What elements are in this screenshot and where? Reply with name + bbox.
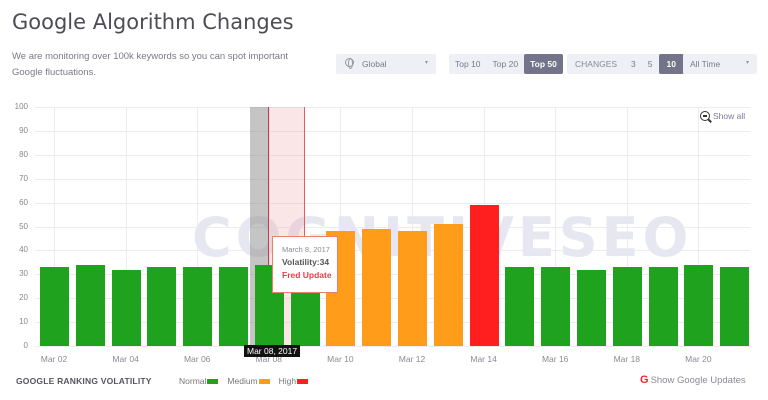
y-tick-label: 80 (19, 149, 28, 159)
region-select[interactable]: Global ▾ (336, 54, 436, 74)
chart-tooltip: March 8, 2017 Volatility:34 Fred Update (272, 236, 338, 293)
y-tick-label: 70 (19, 173, 28, 183)
x-tick-label: Mar 16 (541, 354, 569, 364)
show-google-updates-label: Show Google Updates (650, 374, 746, 386)
top-20-option[interactable]: Top 20 (492, 59, 519, 69)
v-gridline (555, 107, 557, 346)
volatility-bar[interactable] (219, 267, 248, 346)
changes-10-option[interactable]: 10 (658, 54, 684, 74)
volatility-bar[interactable] (75, 264, 105, 346)
x-tick-label: Mar 08 (255, 354, 283, 364)
y-tick-label: 90 (19, 125, 28, 135)
h-gridline (35, 130, 750, 132)
volatility-bar[interactable] (469, 204, 499, 346)
legend: Normal Medium High (179, 376, 309, 386)
volatility-bar[interactable] (720, 267, 750, 346)
volatility-bar[interactable] (505, 267, 535, 346)
changes-3-option[interactable]: 3 (631, 59, 636, 69)
v-gridline (125, 107, 127, 346)
v-gridline (412, 107, 413, 346)
x-tick-label: Mar 06 (183, 354, 211, 364)
zoom-out-icon (700, 111, 710, 121)
globe-icon (345, 58, 354, 69)
volatility-bar[interactable] (111, 269, 141, 346)
volatility-bar[interactable] (541, 267, 571, 346)
changes-label: CHANGES (575, 59, 618, 69)
page-title: Google Algorithm Changes (12, 10, 294, 34)
legend-high[interactable]: High (279, 376, 309, 386)
legend-medium[interactable]: Medium (227, 376, 270, 386)
x-tick-label: Mar 12 (398, 354, 426, 364)
v-gridline (626, 107, 628, 346)
period-value: All Time (690, 59, 721, 69)
h-gridline (35, 202, 750, 204)
top-50-option[interactable]: Top 50 (524, 54, 563, 74)
v-gridline (197, 107, 199, 346)
volatility-bar[interactable] (612, 267, 642, 346)
period-select[interactable]: All Time ▾ (683, 54, 757, 74)
h-gridline (35, 298, 750, 300)
legend-swatch-normal (207, 378, 219, 384)
h-gridline (35, 107, 750, 108)
show-google-updates-button[interactable]: G Show Google Updates (640, 374, 746, 386)
volatility-bar[interactable] (577, 269, 606, 346)
legend-normal[interactable]: Normal (179, 376, 219, 386)
x-axis-crosshair-label: Mar 08, 2017 (244, 345, 301, 357)
x-tick-label: Mar 10 (327, 354, 354, 364)
x-tick-label: Mar 18 (613, 354, 641, 364)
h-gridline (35, 346, 750, 347)
v-gridline (698, 107, 700, 346)
legend-swatch-medium (258, 378, 270, 384)
volatility-bar[interactable] (40, 267, 69, 346)
chevron-down-icon: ▾ (424, 60, 428, 66)
volatility-bar[interactable] (398, 231, 427, 346)
volatility-bar[interactable] (684, 264, 714, 346)
x-tick-label: Mar 02 (40, 354, 68, 364)
volatility-bar[interactable] (433, 224, 463, 346)
h-gridline (35, 178, 750, 180)
h-gridline (35, 274, 750, 276)
h-gridline (35, 250, 750, 252)
y-tick-label: 50 (19, 221, 28, 231)
v-gridline (340, 107, 342, 346)
legend-swatch-high (297, 378, 309, 384)
changes-5-option[interactable]: 5 (647, 59, 653, 69)
y-tick-label: 0 (23, 341, 28, 350)
y-tick-label: 30 (19, 269, 28, 279)
show-all-button[interactable]: Show all (700, 111, 745, 121)
google-g-icon: G (640, 374, 649, 386)
volatility-bar[interactable] (362, 228, 392, 346)
footer-title: GOOGLE RANKING VOLATILITY (16, 376, 152, 386)
page-subtitle: We are monitoring over 100k keywords so … (12, 51, 288, 78)
y-tick-label: 60 (19, 197, 28, 207)
y-tick-label: 20 (19, 293, 28, 303)
changes-selector: CHANGES 3 5 10 (567, 54, 684, 74)
top-n-selector: Top 10 Top 20 Top 50 (449, 54, 563, 74)
show-all-label: Show all (713, 111, 746, 121)
volatility-bar[interactable] (147, 267, 177, 346)
x-tick-label: Mar 20 (685, 354, 712, 364)
y-tick-label: 40 (19, 245, 28, 255)
tooltip-date: March 8, 2017 (282, 245, 330, 254)
y-tick-label: 10 (19, 317, 28, 327)
v-gridline (54, 107, 55, 346)
volatility-bar[interactable] (648, 267, 678, 346)
h-gridline (35, 322, 750, 324)
tooltip-volatility: Volatility:34 (282, 257, 330, 267)
y-tick-label: 100 (14, 102, 28, 111)
region-value: Global (362, 59, 387, 69)
volatility-bar[interactable] (183, 267, 213, 346)
h-gridline (35, 154, 750, 156)
chevron-down-icon: ▾ (745, 60, 749, 66)
x-tick-label: Mar 04 (112, 354, 139, 364)
h-gridline (35, 226, 750, 228)
v-gridline (268, 107, 270, 346)
top-10-option[interactable]: Top 10 (455, 59, 481, 69)
x-tick-label: Mar 14 (470, 354, 497, 364)
tooltip-update: Fred Update (282, 270, 332, 280)
